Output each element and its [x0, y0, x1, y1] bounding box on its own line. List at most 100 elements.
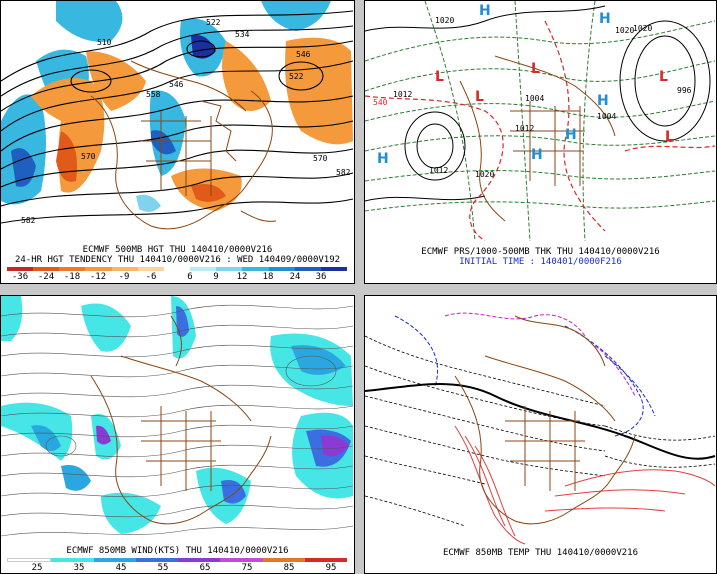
scale-swatch [220, 558, 263, 562]
tendency-shading [1, 1, 353, 212]
svg-text:1004: 1004 [597, 112, 616, 121]
scale-swatch [163, 267, 191, 271]
svg-text:570: 570 [81, 152, 96, 161]
svg-text:582: 582 [21, 216, 36, 225]
scale-tick-label: 12 [236, 272, 248, 282]
svg-text:546: 546 [296, 50, 311, 59]
svg-text:L: L [659, 69, 668, 85]
caption-line-1: ECMWF PRS/1000-500MB THK THU 140410/0000… [421, 247, 660, 257]
freezing-line [365, 383, 716, 460]
height-contours [1, 10, 354, 224]
map-850mb-temp [365, 296, 716, 545]
wind-shading [1, 296, 353, 534]
panel-500mb-height: 510 522 534 546 558 570 582 546 522 570 … [0, 0, 355, 284]
caption-line-1: ECMWF 850MB WIND(KTS) THU 140410/0000V21… [66, 546, 289, 556]
panel-850mb-temp: ECMWF 850MB TEMP THU 140410/0000V216 [364, 295, 717, 574]
scale-swatch [178, 558, 221, 562]
svg-text:1012: 1012 [393, 90, 412, 99]
scale-swatch [135, 558, 178, 562]
scale-swatch [294, 267, 321, 271]
tendency-scale-labels: -36 -24 -18 -12 -9 -6 6 9 12 18 24 36 [7, 272, 347, 283]
svg-text:522: 522 [206, 18, 221, 27]
svg-text:510: 510 [97, 38, 112, 47]
tendency-color-scale [7, 267, 348, 271]
panel-850mb-wind: ECMWF 850MB WIND(KTS) THU 140410/0000V21… [0, 295, 355, 574]
svg-text:1004: 1004 [525, 94, 544, 103]
scale-swatch [7, 267, 34, 271]
svg-text:570: 570 [313, 154, 328, 163]
caption-line-2: 24-HR HGT TENDENCY THU 140410/0000V216 :… [14, 255, 341, 265]
svg-text:1020: 1020 [435, 16, 454, 25]
scale-tick-label: -6 [145, 272, 157, 282]
svg-text:522: 522 [289, 72, 304, 81]
svg-text:534: 534 [235, 30, 250, 39]
contour-labels: 510 522 534 546 558 570 582 546 522 570 … [21, 18, 351, 225]
scale-swatch [7, 558, 52, 562]
scale-swatch [59, 267, 86, 271]
scale-swatch [137, 267, 164, 271]
svg-text:L: L [435, 69, 444, 85]
scale-tick-label: 9 [213, 272, 219, 282]
svg-text:996: 996 [677, 86, 692, 95]
scale-tick-label: -24 [37, 272, 55, 282]
svg-text:540: 540 [373, 98, 388, 107]
scale-swatch [33, 267, 60, 271]
scale-tick-label: 35 [73, 563, 85, 573]
svg-text:H: H [479, 3, 491, 19]
scale-swatch [262, 558, 305, 562]
thickness-lines-red [365, 20, 716, 242]
svg-text:1020: 1020 [475, 170, 494, 179]
scale-tick-label: 55 [157, 563, 169, 573]
scale-swatch [268, 267, 295, 271]
panel-separator-horizontal [0, 284, 717, 295]
svg-text:L: L [531, 61, 540, 77]
scale-swatch [304, 558, 347, 562]
svg-text:L: L [475, 89, 484, 105]
svg-text:582: 582 [336, 168, 351, 177]
scale-tick-label: 36 [315, 272, 327, 282]
svg-text:1020: 1020 [615, 26, 634, 35]
scale-tick-label: 25 [31, 563, 43, 573]
scale-swatch [51, 558, 94, 562]
coastlines [90, 60, 277, 230]
isobar-labels: 1020 1012 1004 1012 1020 1004 996 1020 5… [373, 16, 692, 179]
isobars [365, 5, 711, 202]
svg-text:H: H [599, 11, 611, 27]
scale-tick-label: 24 [289, 272, 301, 282]
caption-line-1: ECMWF 500MB HGT THU 140410/0000V216 [82, 245, 273, 255]
temp-contours-blue [394, 315, 656, 437]
pressure-centers: H H H H L L L L L H H [377, 3, 674, 167]
panel-pressure-thickness: H H H H L L L L L H H 1020 1012 1004 101… [364, 0, 717, 284]
scale-swatch [242, 267, 269, 271]
scale-tick-label: 75 [241, 563, 253, 573]
svg-text:1012: 1012 [515, 124, 534, 133]
svg-text:546: 546 [169, 80, 184, 89]
temp-contours-purple [444, 312, 636, 397]
wind-scale-labels: 25 35 45 55 65 75 85 95 [7, 563, 347, 573]
wind-color-scale [7, 558, 347, 562]
coastlines [459, 55, 616, 222]
svg-text:H: H [565, 127, 577, 143]
scale-tick-label: 6 [187, 272, 193, 282]
scale-swatch [190, 267, 217, 271]
scale-tick-label: -9 [118, 272, 130, 282]
svg-text:1020: 1020 [633, 24, 652, 33]
coastlines [454, 315, 636, 525]
scale-swatch [320, 267, 348, 271]
scale-swatch [85, 267, 112, 271]
scale-swatch [111, 267, 138, 271]
svg-text:H: H [531, 147, 543, 163]
scale-tick-label: 85 [283, 563, 295, 573]
scale-tick-label: 45 [115, 563, 127, 573]
scale-swatch [216, 267, 243, 271]
scale-tick-label: -18 [63, 272, 81, 282]
caption-initial-time: INITIAL TIME : 140401/0000F216 [459, 257, 622, 267]
svg-text:H: H [377, 151, 389, 167]
caption-line-1: ECMWF 850MB TEMP THU 140410/0000V216 [442, 548, 639, 558]
scale-swatch [93, 558, 136, 562]
scale-tick-label: -12 [89, 272, 107, 282]
svg-text:H: H [597, 93, 609, 109]
scale-tick-label: 95 [325, 563, 337, 573]
scale-tick-label: 65 [199, 563, 211, 573]
svg-text:558: 558 [146, 90, 161, 99]
